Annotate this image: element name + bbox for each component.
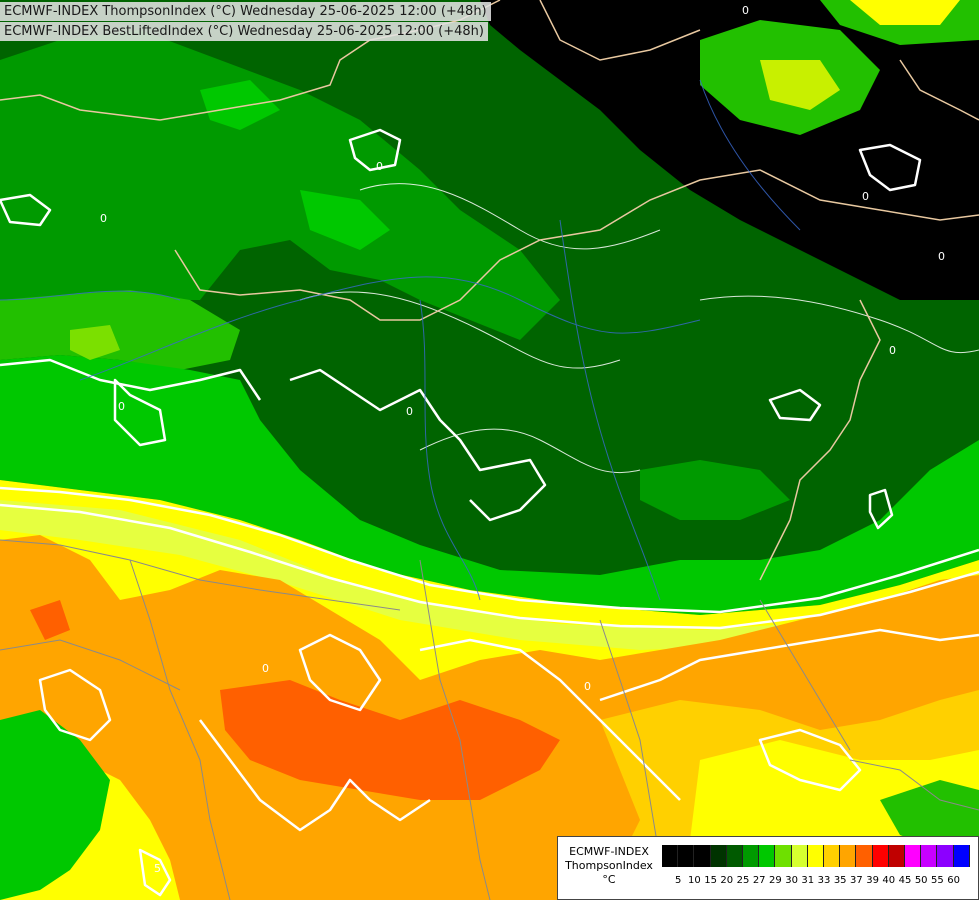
hotspot-zone xyxy=(220,680,560,800)
legend-swatch xyxy=(888,845,905,867)
contour-label: 0 xyxy=(406,405,413,418)
contour-label: 0 xyxy=(742,4,749,17)
legend-swatch xyxy=(921,845,938,867)
contour-label: 0 xyxy=(584,680,591,693)
contour-label: 0 xyxy=(118,400,125,413)
legend-tick-label: 39 xyxy=(866,875,879,886)
inner-borders xyxy=(0,539,979,900)
legend-swatch xyxy=(775,845,792,867)
contour-label: 0 xyxy=(100,212,107,225)
legend-swatch xyxy=(662,845,679,867)
legend-tick-label: 50 xyxy=(914,875,928,886)
legend-tick-label: 60 xyxy=(947,875,960,886)
legend-swatch xyxy=(905,845,922,867)
legend-tick-label: 29 xyxy=(769,875,782,886)
contour-lines xyxy=(0,128,979,897)
legend-field: ThompsonIndex xyxy=(565,859,653,872)
legend-tick-label: 25 xyxy=(736,875,750,886)
legend-tick-label: 20 xyxy=(720,875,734,886)
map-title-primary: ECMWF-INDEX ThompsonIndex (°C) Wednesday… xyxy=(0,2,491,21)
legend-swatch xyxy=(807,845,824,867)
legend-tick-label: 10 xyxy=(688,875,701,886)
legend-tick-label: 30 xyxy=(785,875,798,886)
legend-swatch xyxy=(840,845,857,867)
contour-label: 0 xyxy=(262,662,269,675)
contour-label: 0 xyxy=(376,160,383,173)
legend-swatch xyxy=(872,845,889,867)
legend-swatch xyxy=(678,845,695,867)
legend-swatch xyxy=(937,845,954,867)
contour-label: 5 xyxy=(154,862,161,875)
legend-tick-label: 15 xyxy=(704,875,717,886)
legend-swatch xyxy=(759,845,776,867)
legend-swatch xyxy=(694,845,711,867)
green-zone-northwest xyxy=(0,30,560,340)
legend-tick-label: 33 xyxy=(817,875,831,886)
legend-tick-label: 5 xyxy=(675,875,682,886)
contour-label: 0 xyxy=(889,344,896,357)
legend-swatch xyxy=(791,845,808,867)
legend-tick-label: 40 xyxy=(882,875,896,886)
color-legend: ECMWF-INDEX ThompsonIndex °C 5 10 15 20 25 27… xyxy=(557,836,979,900)
rivers xyxy=(0,79,801,601)
map-title-secondary: ECMWF-INDEX BestLiftedIndex (°C) Wednesd… xyxy=(0,22,488,41)
legend-tick-label: 27 xyxy=(752,875,766,886)
legend-swatch xyxy=(726,845,743,867)
legend-tick-label: 35 xyxy=(833,875,847,886)
legend-tick-label: 37 xyxy=(850,875,863,886)
legend-source: ECMWF-INDEX xyxy=(569,845,649,858)
contour-label: 0 xyxy=(938,250,945,263)
legend-tick-label: 31 xyxy=(801,875,815,886)
legend-swatch xyxy=(743,845,760,867)
legend-swatch xyxy=(953,845,970,867)
legend-swatch xyxy=(710,845,727,867)
legend-swatch xyxy=(824,845,841,867)
contour-label: 0 xyxy=(862,190,869,203)
legend-tick-label: 55 xyxy=(931,875,944,886)
legend-tick-label: 45 xyxy=(898,875,912,886)
legend-swatch xyxy=(856,845,873,867)
legend-unit: °C xyxy=(602,873,616,886)
legend-title: ECMWF-INDEX ThompsonIndex °C xyxy=(562,845,656,887)
green-zone-southwest xyxy=(0,710,110,900)
